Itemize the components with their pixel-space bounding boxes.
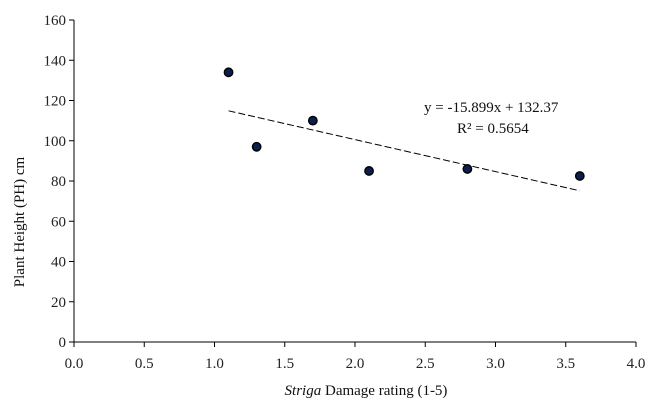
y-axis-title: Plant Height (PH) cm <box>12 156 28 287</box>
trendline-group <box>228 110 580 192</box>
x-tick-label: 1.5 <box>275 356 294 372</box>
x-tick-label: 0.5 <box>135 356 154 372</box>
data-point <box>223 67 234 78</box>
x-tick-label: 2.5 <box>416 356 435 372</box>
y-tick-label: 140 <box>44 53 67 69</box>
x-tick-label: 3.5 <box>556 356 575 372</box>
data-point <box>364 166 374 176</box>
data-point <box>462 164 473 174</box>
y-tick-label: 120 <box>44 94 67 110</box>
x-tick-label: 1.0 <box>205 356 224 372</box>
trendline <box>228 110 580 192</box>
data-points <box>223 67 585 181</box>
data-point <box>307 115 318 126</box>
trendline-equation: y = -15.899x + 132.37 <box>424 100 559 116</box>
y-tick-label: 0 <box>59 335 67 351</box>
axes <box>69 19 637 347</box>
tick-labels: 0.0 0.5 1.0 1.5 2.0 2.5 3.0 3.5 4.0 0 20 40 60 80 100 1… <box>44 13 646 372</box>
trendline-r-squared: R² = 0.5654 <box>457 121 529 137</box>
y-tick-label: 60 <box>51 214 66 230</box>
data-point <box>251 141 262 152</box>
y-tick-label: 80 <box>51 174 66 190</box>
x-tick-label: 0.0 <box>65 356 84 372</box>
x-tick-label: 4.0 <box>627 356 646 372</box>
y-tick-label: 160 <box>44 13 67 29</box>
y-tick-label: 100 <box>44 134 67 150</box>
x-axis-title-rest: Damage rating (1-5) <box>321 383 447 399</box>
x-tick-label: 2.0 <box>346 356 365 372</box>
y-tick-label: 40 <box>51 255 66 271</box>
x-axis-title-italic: Striga <box>285 383 322 399</box>
x-axis-title: Striga Damage rating (1-5) <box>285 383 448 399</box>
data-point <box>574 171 585 181</box>
y-tick-label: 20 <box>51 295 66 311</box>
x-tick-label: 3.0 <box>486 356 505 372</box>
